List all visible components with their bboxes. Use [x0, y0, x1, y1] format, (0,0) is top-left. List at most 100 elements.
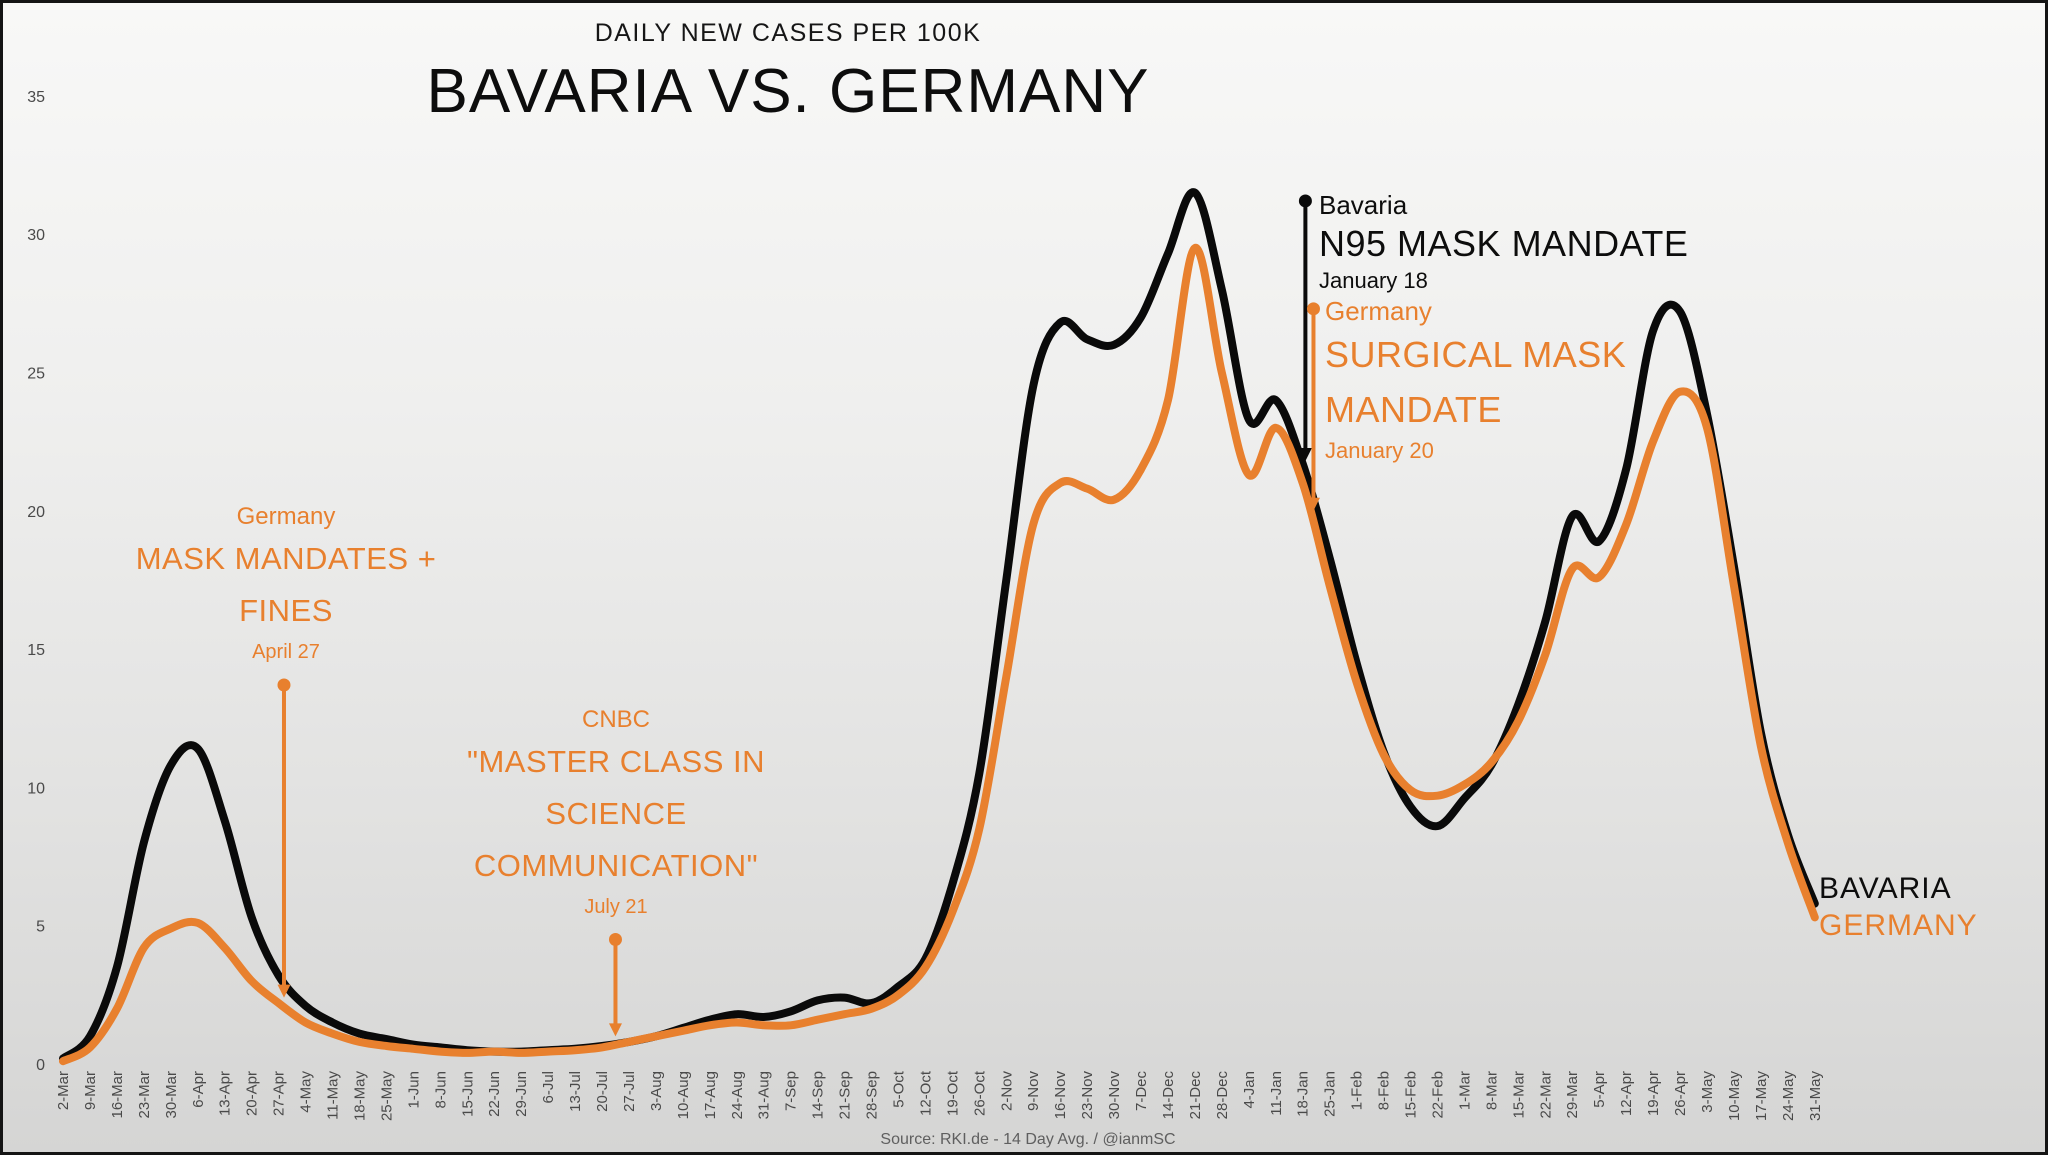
x-axis-label: 8-Mar: [1483, 1071, 1500, 1110]
annotation-eyebrow: Germany: [236, 503, 336, 530]
x-axis-label: 4-May: [298, 1071, 315, 1113]
x-axis-label: 23-Mar: [136, 1071, 153, 1119]
annotation-title-line: N95 MASK MANDATE: [1319, 223, 1689, 264]
x-axis-label: 26-Apr: [1672, 1071, 1689, 1116]
annotation-title-line: MASK MANDATES +: [135, 541, 437, 576]
x-axis-label: 12-Apr: [1618, 1071, 1635, 1116]
x-axis-label: 26-Oct: [971, 1070, 988, 1116]
x-axis-label: 31-May: [1807, 1071, 1824, 1122]
x-axis-label: 10-May: [1726, 1071, 1743, 1122]
series-line-germany: [59, 243, 1819, 1066]
x-axis-label: 16-Mar: [109, 1071, 126, 1119]
x-axis-label: 9-Nov: [1025, 1071, 1042, 1112]
y-axis-label: 15: [27, 642, 45, 659]
x-axis-label: 18-Jan: [1295, 1071, 1312, 1117]
chart-subtitle: DAILY NEW CASES PER 100K: [594, 19, 982, 47]
x-axis-label: 22-Feb: [1429, 1071, 1446, 1119]
annotation-title-line: SURGICAL MASK: [1325, 334, 1627, 375]
germany_mask_mandates-marker-arrowhead: [277, 984, 291, 998]
y-axis-label: 10: [27, 780, 45, 797]
series-label-bavaria: BAVARIA: [1819, 872, 1952, 905]
x-axis-label: 17-May: [1753, 1071, 1770, 1122]
y-axis-label: 0: [36, 1057, 45, 1074]
y-axis-label: 25: [27, 365, 45, 382]
x-axis-label: 8-Feb: [1376, 1071, 1393, 1110]
x-axis-label: 28-Dec: [1214, 1071, 1231, 1120]
plot-svg: 0 5 10 15 20 25 30 35 2-Mar 9-Mar 16-Mar 23-Mar 30-M…: [27, 89, 1824, 1122]
y-axis-label: 35: [27, 89, 45, 106]
y-axis-label: 5: [36, 919, 45, 936]
x-axis-label: 20-Apr: [244, 1071, 261, 1116]
x-axis-label: 22-Mar: [1537, 1071, 1554, 1119]
x-axis-label: 3-Aug: [648, 1071, 665, 1111]
annotation-eyebrow: Bavaria: [1319, 190, 1408, 220]
x-axis-label: 10-Aug: [675, 1071, 692, 1119]
x-axis-label: 17-Aug: [702, 1071, 719, 1119]
x-axis-label: 4-Jan: [1241, 1071, 1258, 1109]
x-axis-label: 23-Nov: [1079, 1071, 1096, 1120]
x-axis-label: 5-Apr: [1591, 1071, 1608, 1108]
annotation-germany-mask-mandates: Germany MASK MANDATES + FINES April 27: [86, 501, 486, 665]
annotation-date: July 21: [584, 896, 648, 918]
x-axis-label: 31-Aug: [756, 1071, 773, 1119]
x-axis-label: 1-Jun: [405, 1071, 422, 1109]
x-axis-label: 6-Jul: [540, 1071, 557, 1104]
annotation-date: January 18: [1319, 268, 1428, 293]
series-label-germany: GERMANY: [1819, 909, 1978, 942]
x-axis-label: 20-Jul: [594, 1071, 611, 1112]
annotation-cnbc-masterclass: CNBC "MASTER CLASS IN SCIENCE COMMUNICAT…: [416, 704, 816, 920]
source-credit: Source: RKI.de - 14 Day Avg. / @ianmSC: [880, 1131, 1176, 1148]
x-axis-label: 30-Mar: [163, 1071, 180, 1119]
y-axis-label: 20: [27, 504, 45, 521]
x-axis-label: 28-Sep: [864, 1071, 881, 1119]
x-axis-label: 7-Dec: [1133, 1071, 1150, 1112]
x-axis-label: 1-Mar: [1456, 1071, 1473, 1110]
x-axis-label: 13-Apr: [217, 1071, 234, 1116]
cnbc-marker-arrowhead: [608, 1023, 622, 1037]
x-axis-label: 18-May: [351, 1071, 368, 1122]
x-axis-label: 11-Jan: [1268, 1071, 1285, 1116]
bavaria_n95-marker-arrowhead: [1298, 447, 1312, 461]
germany_surgical-marker-arrowhead: [1306, 497, 1320, 511]
x-axis-label: 21-Sep: [837, 1071, 854, 1119]
x-axis-label: 27-Apr: [271, 1071, 288, 1116]
y-axis-label: 30: [27, 227, 45, 244]
x-axis-label: 2-Nov: [998, 1071, 1015, 1112]
x-axis-label: 2-Mar: [55, 1071, 72, 1110]
x-axis-label: 5-Oct: [890, 1070, 907, 1108]
x-axis-label: 11-May: [325, 1071, 342, 1120]
x-axis-label: 14-Dec: [1160, 1071, 1177, 1120]
x-axis-label: 19-Oct: [944, 1070, 961, 1116]
annotation-germany-surgical-mandate: Germany SURGICAL MASK MANDATE January 20: [1325, 295, 1626, 465]
x-axis-label: 15-Mar: [1510, 1071, 1527, 1119]
x-axis-label: 27-Jul: [621, 1071, 638, 1112]
x-axis-label: 25-Jan: [1322, 1071, 1339, 1117]
x-axis-label: 24-Aug: [729, 1071, 746, 1119]
series-line-bavaria: [59, 188, 1819, 1063]
annotation-title-line: "MASTER CLASS IN: [466, 744, 766, 779]
annotation-bavaria-n95-mandate: Bavaria N95 MASK MANDATE January 18: [1319, 189, 1688, 295]
x-axis-label: 30-Nov: [1106, 1071, 1123, 1120]
chart-title: BAVARIA VS. GERMANY: [426, 57, 1150, 126]
x-axis-label: 24-May: [1780, 1071, 1797, 1122]
annotation-title-line: COMMUNICATION": [473, 848, 759, 883]
annotation-eyebrow: Germany: [1325, 296, 1432, 326]
x-axis-label: 3-May: [1699, 1071, 1716, 1113]
x-axis-label: 15-Feb: [1403, 1071, 1420, 1119]
x-axis-label: 6-Apr: [190, 1071, 207, 1108]
x-axis-label: 8-Jun: [432, 1071, 449, 1109]
x-axis-label: 1-Feb: [1349, 1071, 1366, 1110]
x-axis-label: 15-Jun: [459, 1071, 476, 1117]
annotation-date: April 27: [252, 641, 320, 663]
x-axis-label: 12-Oct: [917, 1070, 934, 1116]
x-axis-label: 9-Mar: [82, 1071, 99, 1110]
title-block: DAILY NEW CASES PER 100K BAVARIA VS. GER…: [3, 3, 1573, 127]
x-axis-label: 25-May: [378, 1071, 395, 1122]
x-axis-label: 14-Sep: [810, 1071, 827, 1119]
x-axis-label: 29-Jun: [513, 1071, 530, 1117]
x-axis-label: 21-Dec: [1187, 1071, 1204, 1120]
annotation-date: January 20: [1325, 438, 1434, 463]
x-axis-label: 29-Mar: [1564, 1071, 1581, 1119]
x-axis-label: 19-Apr: [1645, 1071, 1662, 1116]
